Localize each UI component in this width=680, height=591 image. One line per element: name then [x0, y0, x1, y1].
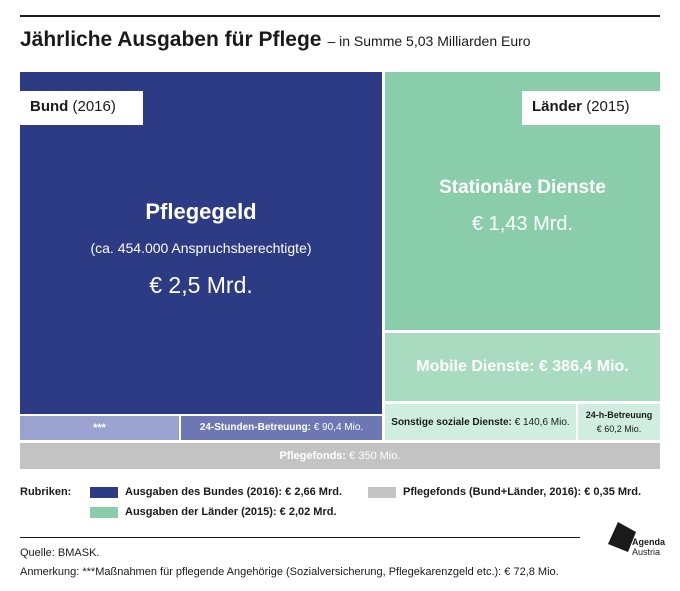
- footer-rule: [20, 537, 580, 538]
- tile-pflegegeld-note: (ca. 454.000 Anspruchsberechtigte): [90, 240, 312, 256]
- tile-sonstige-bund: ***: [20, 416, 179, 440]
- legend-swatch-bund: [90, 487, 118, 498]
- tile-24h-value: € 60,2 Mio.: [596, 424, 642, 434]
- tile-24h-label: 24-h-Betreuung: [585, 410, 653, 420]
- tile-sonstige-bund-label: ***: [93, 422, 106, 434]
- tile-sonstige-soziale-label: Sonstige soziale Dienste:: [391, 417, 512, 428]
- chart-title-text: Jährliche Ausgaben für Pflege: [20, 28, 322, 51]
- tile-24-stunden-value: € 90,4 Mio.: [313, 422, 364, 433]
- chart-subtitle: – in Summe 5,03 Milliarden Euro: [327, 33, 531, 49]
- footer-note: Anmerkung: ***Maßnahmen für pflegende An…: [20, 566, 559, 578]
- tile-mobil-value: € 386,4 Mio.: [538, 358, 629, 375]
- tile-pflegefonds-label: Pflegefonds:: [279, 450, 347, 462]
- tile-stationaer-value: € 1,43 Mrd.: [471, 213, 574, 235]
- tile-pflegegeld-label: Pflegegeld: [145, 199, 257, 224]
- top-rule: [20, 15, 660, 17]
- tile-sonstige-soziale-text: Sonstige soziale Dienste: € 140,6 Mio.: [385, 417, 576, 428]
- agenda-austria-logo: Agenda Austria: [606, 520, 666, 560]
- tile-mobil-label: Mobile Dienste:: [416, 358, 535, 375]
- tile-24-stunden-label: 24-Stunden-Betreuung:: [199, 422, 311, 433]
- tile-mobil-text: Mobile Dienste: € 386,4 Mio.: [385, 358, 660, 376]
- laender-tag: Länder (2015): [522, 91, 660, 125]
- bund-tag-year: (2016): [72, 98, 116, 115]
- tile-24-stunden: 24-Stunden-Betreuung: € 90,4 Mio.: [181, 416, 382, 440]
- legend-swatch-laender: [90, 507, 118, 518]
- tile-pflegefonds-value: € 350 Mio.: [349, 450, 401, 462]
- chart-title: Jährliche Ausgaben für Pflege – in Summe …: [20, 28, 531, 52]
- laender-tag-year: (2015): [586, 98, 630, 115]
- legend-label-fonds: Pflegefonds (Bund+Länder, 2016): € 0,35 …: [403, 486, 642, 498]
- legend-swatch-fonds: [368, 487, 396, 498]
- footer-source: Quelle: BMASK.: [20, 547, 100, 559]
- legend-label-laender: Ausgaben der Länder (2015): € 2,02 Mrd.: [125, 506, 337, 518]
- logo-line1: Agenda: [632, 537, 666, 547]
- tile-pflegefonds: Pflegefonds: € 350 Mio.: [20, 443, 660, 469]
- tile-sonstige-soziale-value: € 140,6 Mio.: [514, 417, 570, 428]
- logo-line2: Austria: [632, 547, 661, 557]
- legend-heading: Rubriken:: [20, 486, 72, 498]
- tile-pflegegeld: Pflegegeld (ca. 454.000 Anspruchsberecht…: [20, 72, 382, 414]
- tile-24-stunden-text: 24-Stunden-Betreuung: € 90,4 Mio.: [181, 422, 382, 433]
- tile-mobil: Mobile Dienste: € 386,4 Mio.: [385, 333, 660, 401]
- logo-mark-icon: [608, 522, 636, 552]
- laender-tag-label: Länder: [532, 98, 583, 115]
- legend-label-bund: Ausgaben des Bundes (2016): € 2,66 Mrd.: [125, 486, 343, 498]
- bund-tag-label: Bund: [30, 98, 69, 115]
- tile-stationaer-label: Stationäre Dienste: [439, 177, 606, 198]
- tile-pflegefonds-text: Pflegefonds: € 350 Mio.: [20, 450, 660, 462]
- tile-24h: 24-h-Betreuung € 60,2 Mio.: [578, 404, 660, 440]
- bund-tag: Bund (2016): [20, 91, 143, 125]
- tile-sonstige-soziale: Sonstige soziale Dienste: € 140,6 Mio.: [385, 404, 576, 440]
- tile-pflegegeld-value: € 2,5 Mrd.: [149, 272, 253, 298]
